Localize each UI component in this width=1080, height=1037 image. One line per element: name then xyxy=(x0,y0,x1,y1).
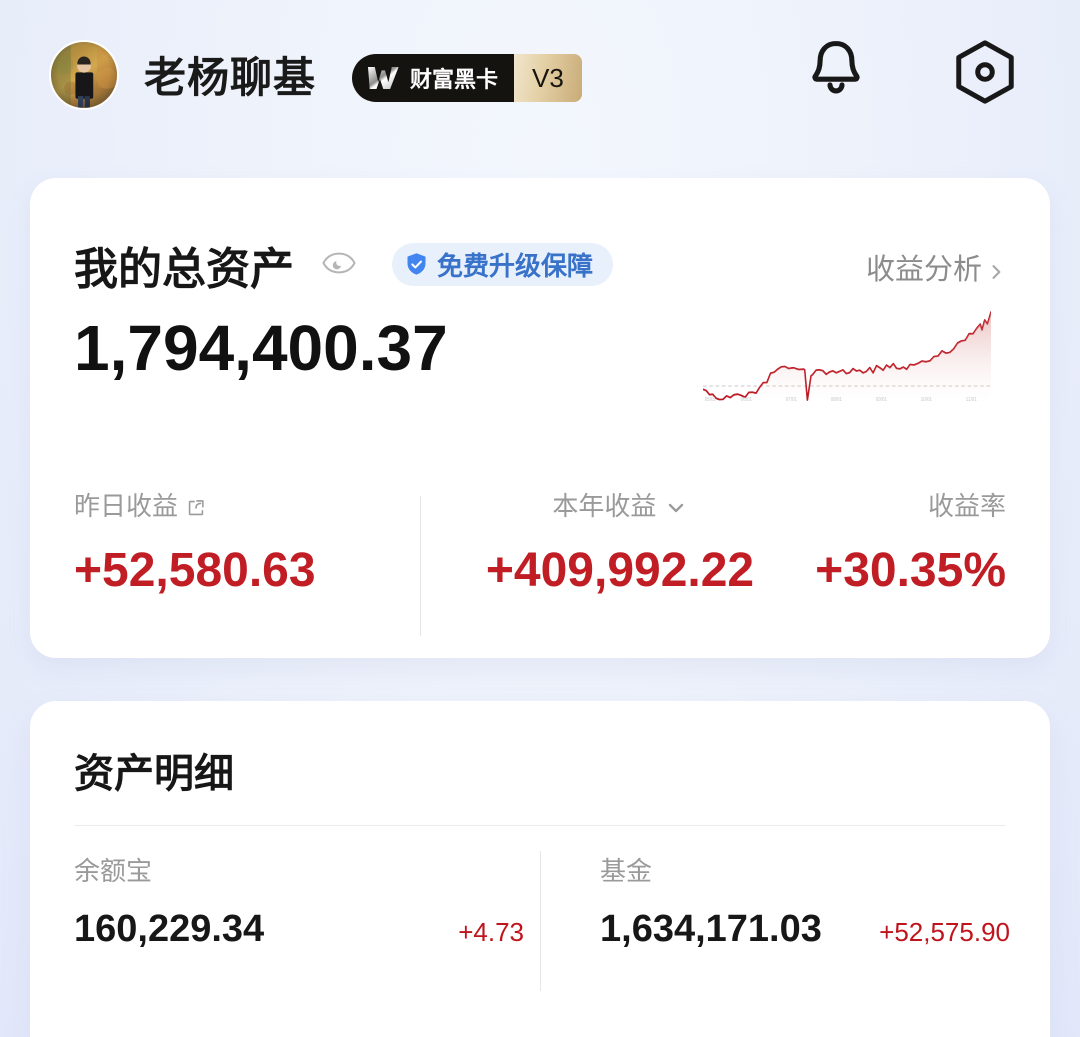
svg-text:11/01: 11/01 xyxy=(966,397,977,403)
svg-text:07/01: 07/01 xyxy=(786,397,798,403)
svg-text:05/01: 05/01 xyxy=(705,397,717,403)
svg-text:06/01: 06/01 xyxy=(741,397,753,403)
svg-text:09/01: 09/01 xyxy=(876,397,888,403)
svg-text:10/01: 10/01 xyxy=(921,397,933,403)
svg-text:08/01: 08/01 xyxy=(831,397,843,403)
